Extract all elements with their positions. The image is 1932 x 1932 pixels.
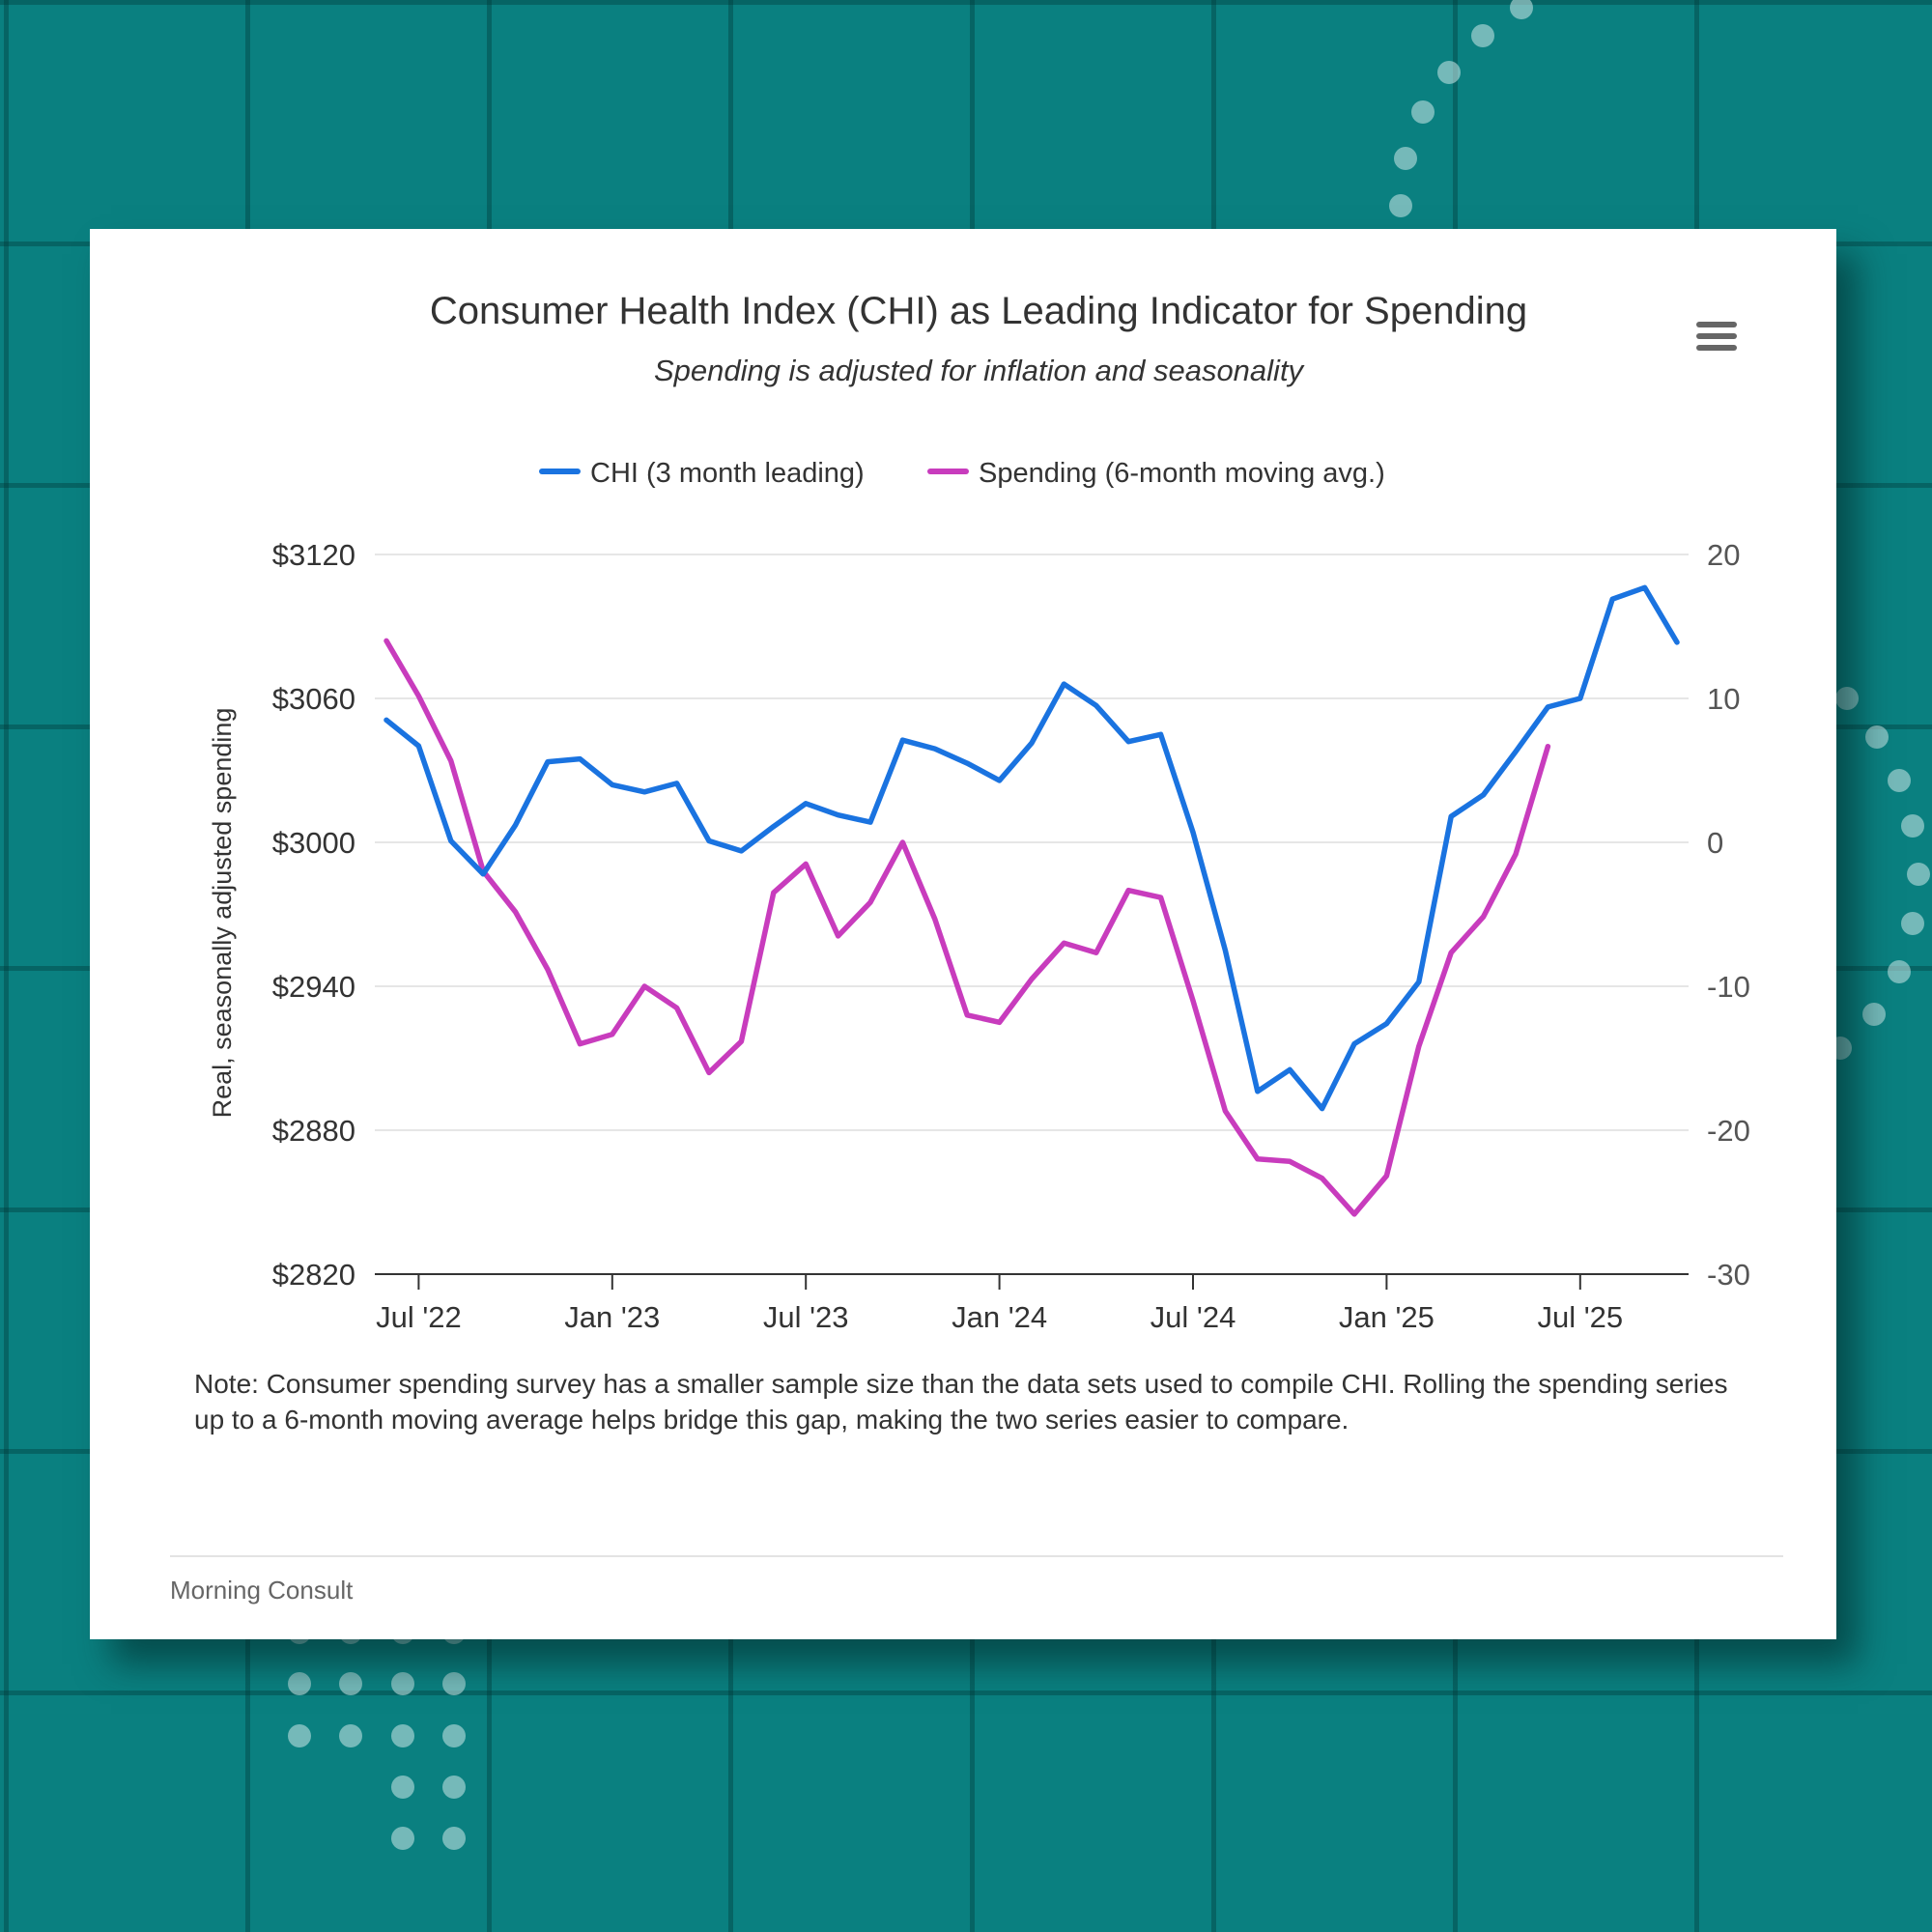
y-right-tick-label: 20 — [1707, 538, 1740, 572]
background-dot — [1437, 61, 1461, 84]
legend-label-chi: CHI (3 month leading) — [590, 458, 865, 489]
background-dot — [339, 1672, 362, 1695]
y-left-tick-label: $2820 — [272, 1258, 355, 1292]
background-dot — [1411, 100, 1435, 124]
legend-label-spending: Spending (6-month moving avg.) — [979, 458, 1385, 489]
background-dot — [391, 1776, 414, 1799]
hamburger-menu-icon-bar — [1696, 345, 1737, 351]
gridlines — [375, 554, 1689, 1131]
x-tick-label: Jan '25 — [1339, 1300, 1435, 1334]
legend-item-spending[interactable]: Spending (6-month moving avg.) — [927, 458, 1385, 489]
background-dot — [442, 1776, 466, 1799]
hamburger-menu-icon-bar — [1696, 333, 1737, 339]
x-axis: Jul '22 Jan '23 Jul '23 Jan '24 Jul '24 Jan '… — [375, 1273, 1689, 1334]
footer-divider — [170, 1555, 1783, 1557]
chi-series-line[interactable] — [384, 584, 1680, 1112]
y-right-tick-label: 10 — [1707, 682, 1740, 716]
background-dot — [442, 1672, 466, 1695]
y-axis-title: Real, seasonally adjusted spending — [208, 708, 237, 1119]
y-left-tick-label: $3000 — [272, 826, 355, 860]
background-dot — [1510, 0, 1533, 19]
hamburger-menu-icon — [1696, 322, 1737, 327]
y-right-tick-label: -20 — [1707, 1114, 1750, 1148]
background-dot — [1865, 725, 1889, 749]
background-dot — [1471, 24, 1494, 47]
background-dot — [1389, 194, 1412, 217]
chart: Consumer Health Index (CHI) as Leading I… — [208, 290, 1750, 1334]
background-dot — [1862, 1003, 1886, 1026]
background-dot — [288, 1672, 311, 1695]
x-tick-label: Jan '24 — [952, 1300, 1047, 1334]
chart-card: Consumer Health Index (CHI) as Leading I… — [90, 229, 1836, 1639]
chart-title: Consumer Health Index (CHI) as Leading I… — [430, 290, 1527, 332]
y-right-tick-label: -30 — [1707, 1258, 1750, 1292]
background-dot — [1394, 147, 1417, 170]
background-dot — [391, 1672, 414, 1695]
background-dot — [1901, 912, 1924, 935]
background-dot — [1907, 863, 1930, 886]
y-right-tick-label: -10 — [1707, 970, 1750, 1004]
background-dot — [442, 1724, 466, 1747]
background-dot — [339, 1724, 362, 1747]
y-left-tick-label: $3060 — [272, 682, 355, 716]
background-dot — [442, 1827, 466, 1850]
background-dot — [1835, 687, 1859, 710]
background-dot — [1901, 814, 1924, 838]
x-tick-label: Jan '23 — [564, 1300, 660, 1334]
credit-label[interactable]: Morning Consult — [170, 1576, 354, 1605]
chart-menu-button[interactable] — [1693, 322, 1740, 364]
chart-subtitle: Spending is adjusted for inflation and s… — [654, 354, 1306, 387]
y-right-tick-label: 0 — [1707, 826, 1723, 860]
chart-legend: CHI (3 month leading) Spending (6-month … — [539, 458, 1385, 489]
background-dot — [391, 1827, 414, 1850]
chart-note: Note: Consumer spending survey has a sma… — [194, 1369, 1728, 1435]
y-axis-left: $2820 $2880 $2940 $3000 $3060 $3120 — [272, 538, 355, 1292]
series-lines — [384, 584, 1680, 1217]
x-tick-label: Jul '23 — [763, 1300, 849, 1334]
spending-series-line[interactable] — [384, 638, 1551, 1217]
x-tick-label: Jul '25 — [1537, 1300, 1623, 1334]
y-left-tick-label: $2940 — [272, 970, 355, 1004]
background-dot — [1888, 960, 1911, 983]
background-dot — [391, 1724, 414, 1747]
background-dot — [1888, 769, 1911, 792]
x-tick-label: Jul '22 — [376, 1300, 462, 1334]
legend-item-chi[interactable]: CHI (3 month leading) — [539, 458, 865, 489]
y-axis-right: -30 -20 -10 0 10 20 — [1707, 538, 1750, 1292]
y-left-tick-label: $2880 — [272, 1114, 355, 1148]
background-dot — [288, 1724, 311, 1747]
y-left-tick-label: $3120 — [272, 538, 355, 572]
x-tick-label: Jul '24 — [1151, 1300, 1236, 1334]
